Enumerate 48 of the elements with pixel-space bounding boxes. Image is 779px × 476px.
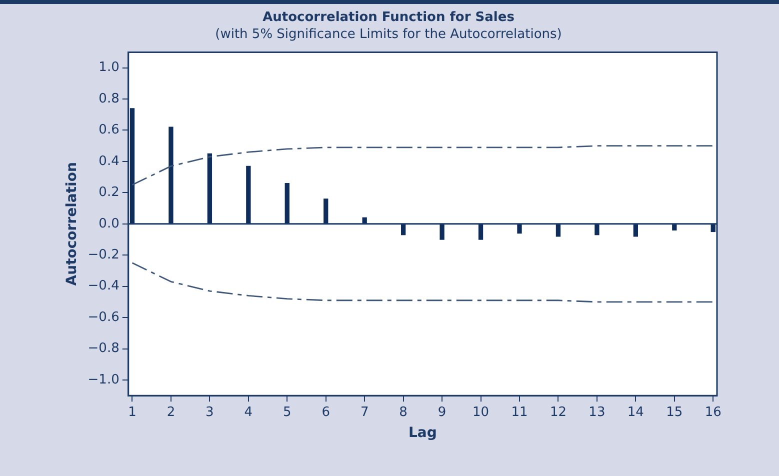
- bar: [556, 224, 561, 237]
- x-tick-label: 9: [438, 404, 446, 420]
- bar: [324, 198, 328, 224]
- y-tick-label: 1.0: [98, 60, 120, 76]
- chart-subtitle: (with 5% Significance Limits for the Autocorrelations): [215, 26, 562, 42]
- y-tick-label: 0.2: [98, 185, 120, 200]
- bar: [284, 182, 290, 224]
- bar: [517, 224, 522, 234]
- x-tick-label: 6: [322, 404, 330, 420]
- x-tick-label: 14: [627, 404, 644, 420]
- y-tick-label: −0.4: [88, 278, 120, 294]
- line-series: [132, 145, 714, 186]
- x-tick-label: 2: [166, 404, 176, 420]
- y-tick-label: 0.4: [98, 154, 120, 169]
- bar: [478, 224, 484, 240]
- x-tick-label: 8: [399, 404, 408, 420]
- x-tick-label: 7: [360, 404, 369, 420]
- bar: [130, 108, 135, 224]
- x-tick-label: 4: [244, 404, 253, 420]
- bar: [594, 224, 600, 236]
- x-tick-label: 11: [511, 404, 528, 420]
- bar: [400, 224, 406, 236]
- x-tick-label: 5: [283, 404, 292, 420]
- y-tick-label: −0.8: [88, 341, 120, 356]
- y-tick-label: 0.6: [98, 122, 120, 138]
- y-tick-label: −0.6: [88, 310, 120, 325]
- line-series: [132, 262, 714, 303]
- bar: [710, 224, 716, 232]
- bar: [168, 126, 174, 224]
- y-axis-title: Autocorrelation: [64, 162, 80, 286]
- x-tick-label: 16: [704, 404, 722, 420]
- y-tick-label: 0.0: [98, 216, 120, 232]
- chart-title: Autocorrelation Function for Sales: [262, 10, 515, 26]
- bar: [440, 224, 444, 240]
- x-tick-label: 12: [550, 404, 566, 420]
- x-tick-label: 1: [128, 404, 136, 420]
- bar: [207, 153, 212, 224]
- x-tick-label: 15: [666, 404, 683, 420]
- bar: [246, 166, 251, 224]
- x-tick-label: 10: [472, 404, 490, 420]
- y-tick-label: 0.8: [98, 91, 120, 106]
- x-tick-label: 3: [206, 404, 214, 420]
- bar: [633, 224, 638, 237]
- y-tick-label: −0.2: [88, 247, 120, 262]
- bar: [672, 224, 677, 230]
- y-tick-label: −1.0: [88, 372, 120, 388]
- x-axis-title: Lag: [408, 425, 437, 442]
- x-tick-label: 13: [588, 404, 606, 420]
